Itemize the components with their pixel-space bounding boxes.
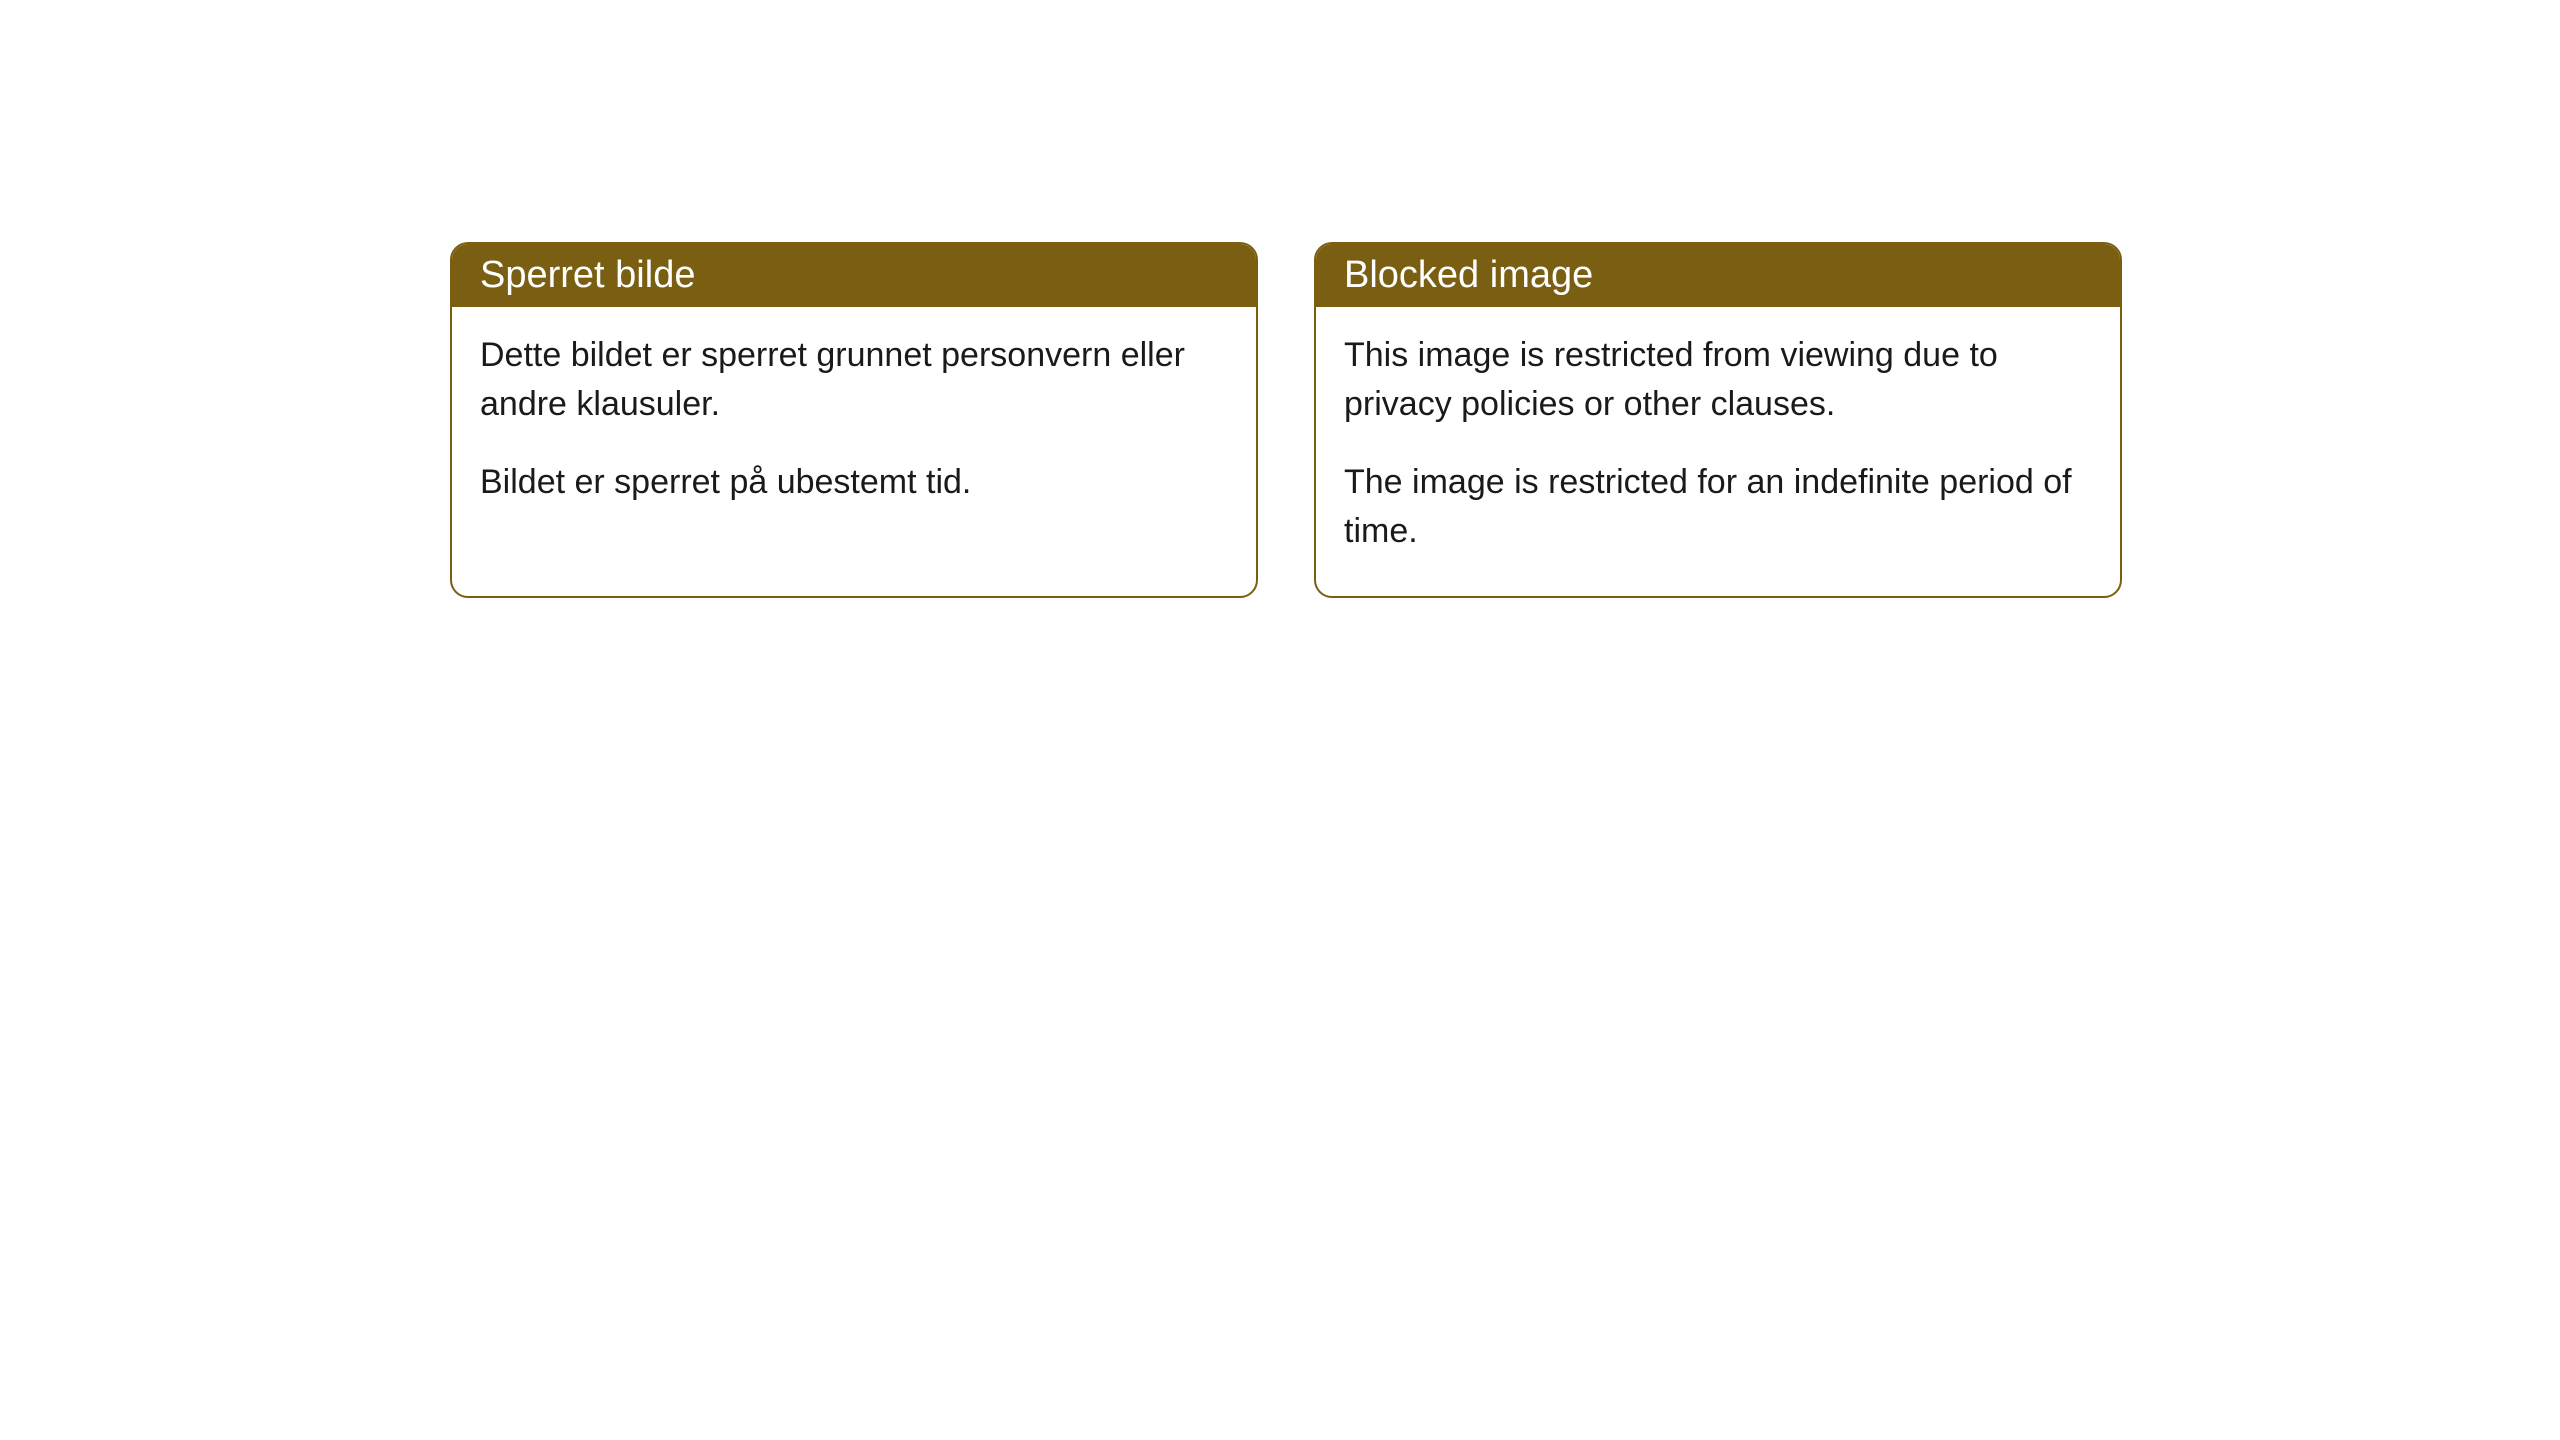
card-title-no: Sperret bilde [480, 254, 695, 296]
card-para2-en: The image is restricted for an indefinit… [1344, 458, 2092, 557]
card-para2-no: Bildet er sperret på ubestemt tid. [480, 458, 1228, 507]
card-para1-no: Dette bildet er sperret grunnet personve… [480, 331, 1228, 430]
card-body-no: Dette bildet er sperret grunnet personve… [452, 307, 1256, 547]
card-para1-en: This image is restricted from viewing du… [1344, 331, 2092, 430]
card-header-no: Sperret bilde [452, 244, 1256, 307]
card-header-en: Blocked image [1316, 244, 2120, 307]
blocked-image-card-en: Blocked image This image is restricted f… [1314, 242, 2122, 598]
cards-container: Sperret bilde Dette bildet er sperret gr… [450, 242, 2122, 598]
card-body-en: This image is restricted from viewing du… [1316, 307, 2120, 596]
blocked-image-card-no: Sperret bilde Dette bildet er sperret gr… [450, 242, 1258, 598]
card-title-en: Blocked image [1344, 254, 1593, 296]
